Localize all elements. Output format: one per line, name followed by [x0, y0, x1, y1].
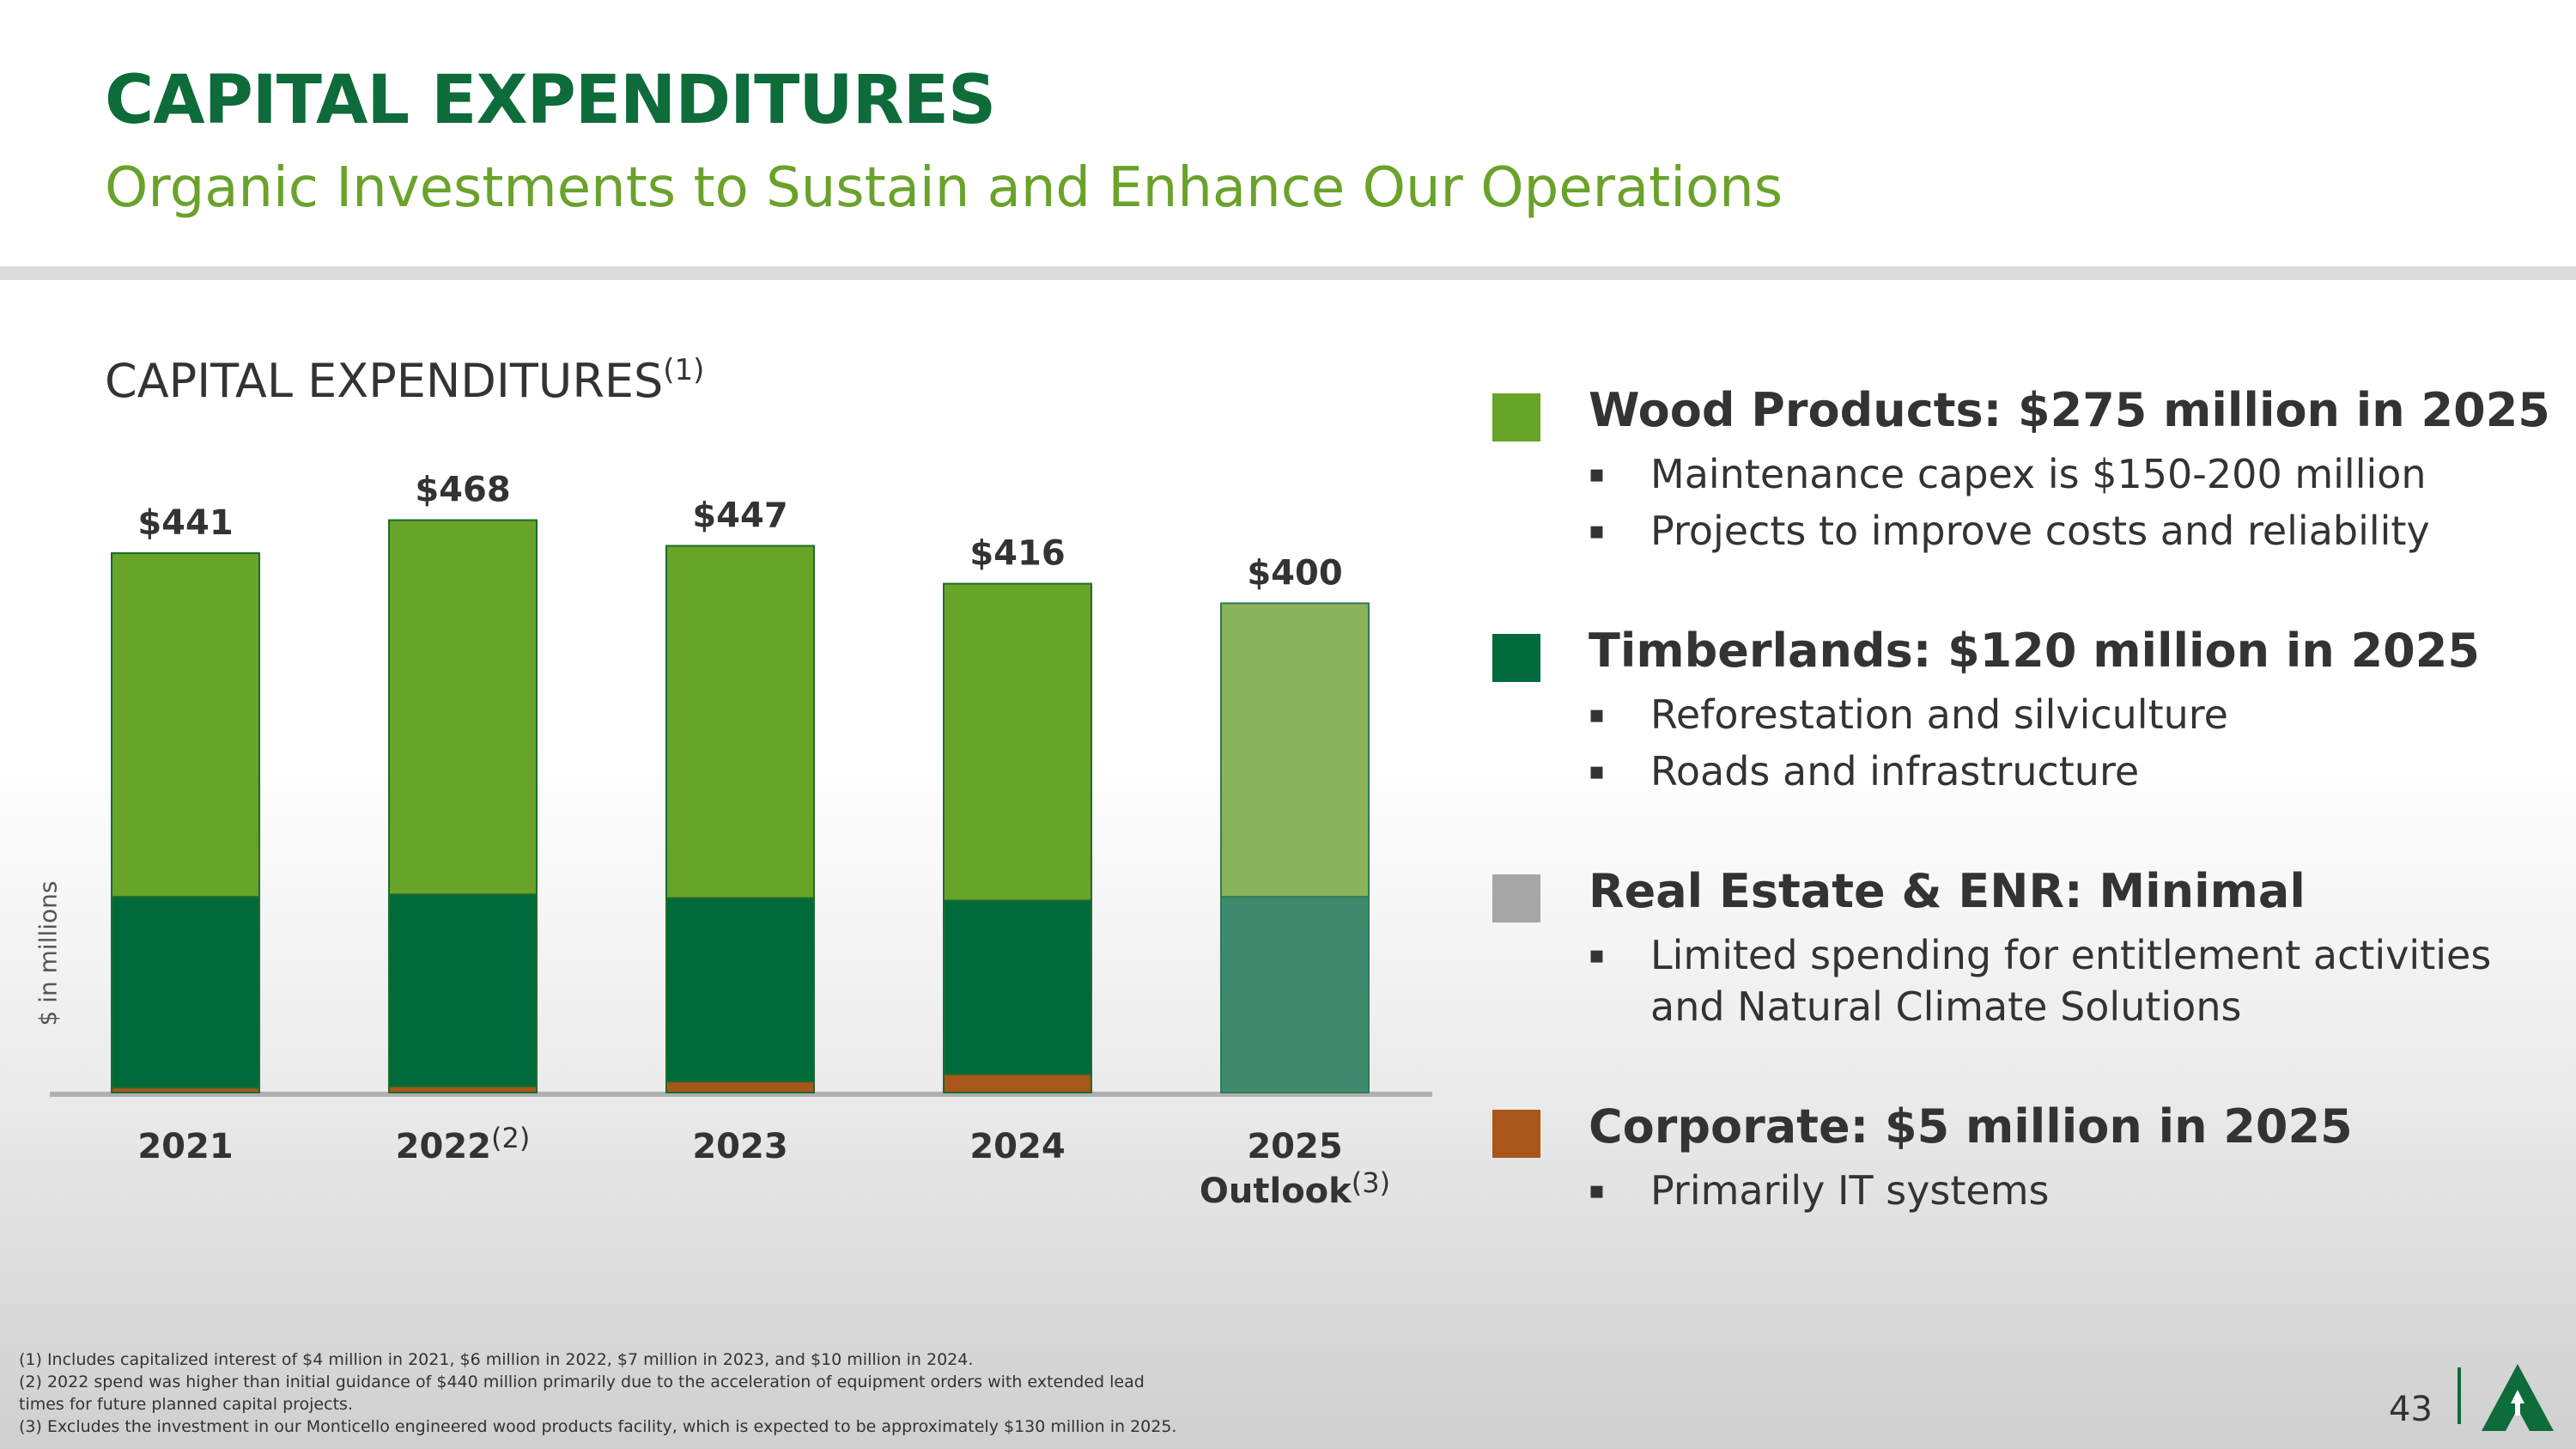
data-label-2025: $400 [1247, 553, 1342, 593]
chart-title: CAPITAL EXPENDITURES(1) [105, 353, 705, 408]
footnotes: (1) Includes capitalized interest of $4 … [19, 1349, 1176, 1438]
bar-timberlands-2023 [665, 897, 815, 1083]
bullet-text: Primarily IT systems [1650, 1167, 2050, 1214]
bar-wood-products-2023 [665, 545, 815, 899]
logo-divider [2458, 1367, 2461, 1424]
tick-label-2021: 2021 [137, 1127, 233, 1166]
bullet-text: Reforestation and silviculture [1650, 691, 2228, 738]
data-label-2023: $447 [692, 496, 787, 535]
bullet-icon: ▪ [1589, 941, 1605, 969]
chart-title-footnote: (1) [663, 353, 705, 387]
bar-corporate-2024 [943, 1073, 1092, 1093]
bullet-text: and Natural Climate Solutions [1650, 983, 2242, 1030]
bar-wood-products-2022 [388, 519, 538, 896]
bar-wood-products-2025 [1220, 602, 1370, 898]
bar-timberlands-2021 [111, 896, 260, 1089]
corporate-swatch [1492, 1110, 1540, 1158]
data-label-2022: $468 [415, 471, 510, 510]
legend-heading: Corporate: $5 million in 2025 [1589, 1099, 2353, 1154]
real-estate-swatch [1492, 874, 1540, 922]
bullet-icon: ▪ [1589, 700, 1605, 728]
page-subtitle: Organic Investments to Sustain and Enhan… [105, 156, 1783, 220]
bullet-icon: ▪ [1589, 516, 1605, 545]
bullet-text: Maintenance capex is $150-200 million [1650, 451, 2427, 497]
bar-timberlands-2022 [388, 893, 538, 1087]
bullet-icon: ▪ [1589, 1176, 1605, 1204]
data-label-2024: $416 [969, 534, 1065, 574]
bar-timberlands-2024 [943, 899, 1092, 1075]
wood-products-swatch [1492, 393, 1540, 441]
tick-label-2022: 2022(2) [396, 1122, 531, 1166]
page-number: 43 [2389, 1390, 2433, 1429]
bar-corporate-2022 [388, 1085, 538, 1093]
chart-title-text: CAPITAL EXPENDITURES [105, 354, 664, 408]
data-label-2021: $441 [137, 503, 233, 543]
footnote: (1) Includes capitalized interest of $4 … [19, 1350, 974, 1369]
tick-label-2025: 2025 [1247, 1127, 1342, 1166]
legend-heading: Timberlands: $120 million in 2025 [1589, 624, 2480, 678]
bar-wood-products-2024 [943, 582, 1092, 902]
timberlands-swatch [1492, 634, 1540, 682]
tick-label-2023: 2023 [692, 1127, 787, 1166]
footnote: (2) 2022 spend was higher than initial g… [19, 1373, 1145, 1391]
footnote: times for future planned capital project… [19, 1395, 353, 1414]
bullet-text: Limited spending for entitlement activit… [1650, 932, 2492, 978]
header-divider [0, 266, 2576, 280]
legend-heading: Wood Products: $275 million in 2025 [1589, 383, 2550, 437]
capex-bar-chart: $441 2021 $468 2022(2) $447 2023 $416 2024 $400 2… [50, 471, 1432, 1211]
footnote: (3) Excludes the investment in our Monti… [19, 1417, 1177, 1436]
bar-timberlands-2025 [1220, 896, 1370, 1093]
page-title: CAPITAL EXPENDITURES [105, 62, 996, 139]
bullet-text: Roads and infrastructure [1650, 748, 2140, 795]
legend-heading: Real Estate & ENR: Minimal [1589, 864, 2306, 918]
bar-wood-products-2021 [111, 552, 260, 898]
bullet-icon: ▪ [1589, 460, 1605, 488]
tick-sublabel-2025: Outlook(3) [1200, 1166, 1390, 1211]
bullet-icon: ▪ [1589, 757, 1605, 785]
company-logo-icon [2482, 1364, 2554, 1431]
tick-label-2024: 2024 [969, 1127, 1065, 1166]
bar-corporate-2023 [665, 1081, 815, 1094]
bullet-text: Projects to improve costs and reliabilit… [1650, 508, 2430, 554]
